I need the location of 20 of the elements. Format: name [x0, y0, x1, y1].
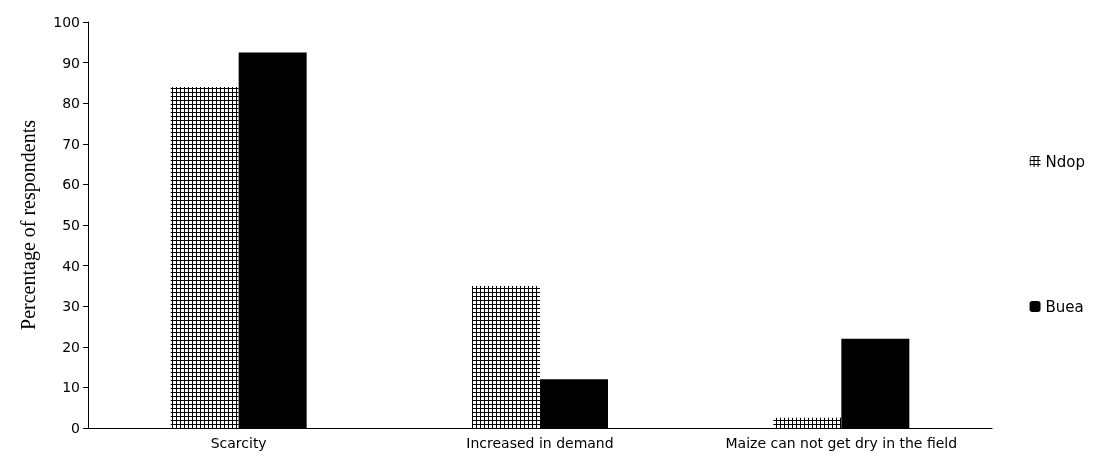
y-axis-title: Percentage of respondents [17, 119, 40, 330]
y-tick-label: 70 [62, 135, 80, 152]
legend-label: Ndop [1045, 152, 1086, 171]
y-tick-label: 90 [62, 54, 80, 71]
y-tick-label: 80 [62, 95, 80, 112]
y-tick-label: 50 [62, 217, 80, 233]
x-tick-label: Scarcity [210, 435, 267, 451]
bar [170, 86, 239, 428]
y-tick-label: 60 [62, 176, 80, 193]
legend-label: Buea [1045, 297, 1084, 316]
y-tick-label: 100 [53, 14, 80, 30]
y-tick-label: 10 [62, 379, 80, 396]
y-tick-label: 20 [62, 338, 80, 355]
bar [472, 285, 540, 428]
y-tick-label: 0 [71, 420, 80, 436]
bar [773, 417, 842, 428]
x-tick-label: Maize can not get dry in the field [725, 435, 958, 451]
y-tick-label: 40 [62, 257, 80, 274]
y-tick-label: 30 [62, 298, 80, 315]
x-tick-label: Increased in demand [466, 435, 614, 451]
